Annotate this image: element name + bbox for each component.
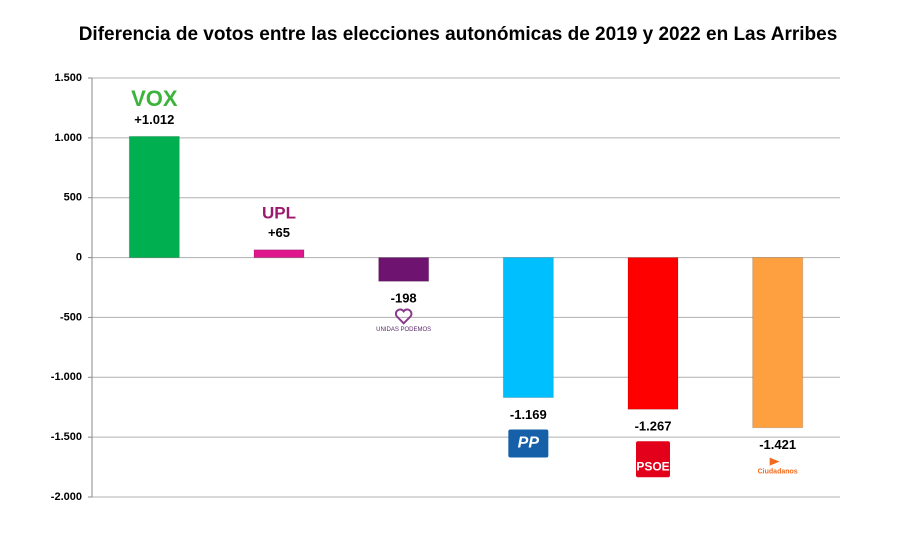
value-label: -1.169 — [510, 407, 547, 422]
bar — [627, 257, 679, 410]
value-label: -1.421 — [759, 437, 796, 452]
value-label: +65 — [268, 225, 290, 240]
y-tick-label: 1.500 — [54, 72, 82, 84]
y-tick-label: -500 — [60, 311, 82, 323]
bar — [128, 135, 180, 259]
category-logo: PP — [518, 435, 540, 452]
value-label: +1.012 — [134, 112, 174, 127]
logo-box — [636, 441, 670, 478]
logo-mark — [769, 457, 780, 466]
category-logo: UPL — [262, 203, 296, 222]
y-tick-label: -2.000 — [51, 491, 82, 503]
bar — [752, 257, 804, 429]
category-logo: Ciudadanos — [758, 469, 798, 476]
category-logo: PSOE — [636, 459, 669, 473]
y-tick-label: 500 — [64, 192, 82, 204]
y-tick-label: -1.500 — [51, 431, 82, 443]
chart-title: Diferencia de votos entre las elecciones… — [79, 24, 838, 45]
category-logo: UNIDAS PODEMOS — [376, 327, 431, 333]
logo-heart — [394, 308, 413, 325]
bar — [378, 257, 430, 282]
bar — [253, 249, 305, 259]
y-tick-label: 1.000 — [54, 132, 82, 144]
y-tick-label: -1.000 — [51, 371, 82, 383]
category-logo: VOX — [131, 86, 178, 111]
y-tick-label: 0 — [76, 251, 82, 263]
value-label: -1.267 — [635, 419, 672, 434]
logo-box — [508, 429, 549, 458]
bar — [502, 257, 554, 399]
value-label: -198 — [391, 291, 417, 306]
